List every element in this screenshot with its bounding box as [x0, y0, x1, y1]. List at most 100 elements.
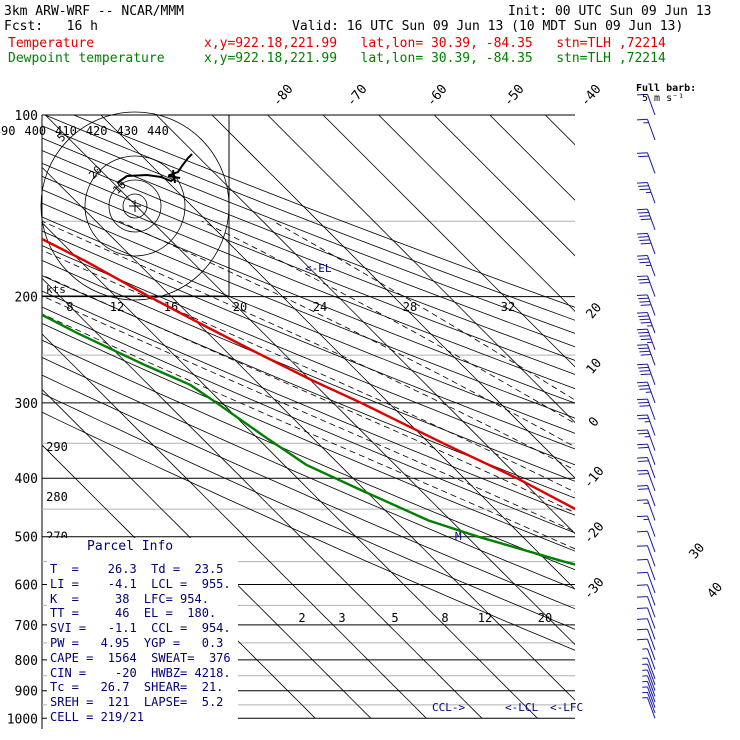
- wind-barb-staff: [647, 686, 656, 708]
- wind-barb: [637, 618, 656, 640]
- wind-barb-staff: [647, 628, 656, 650]
- model-title: 3km ARW-WRF -- NCAR/MMM: [4, 4, 185, 19]
- wind-barb-feather: [637, 363, 648, 366]
- wind-barb: [642, 691, 656, 714]
- moist-adiabat-line: [42, 313, 575, 550]
- wind-barb: [637, 628, 656, 650]
- wind-barb-staff: [647, 312, 656, 334]
- wind-barb-feather: [637, 515, 648, 518]
- wind-barb-staff: [647, 429, 656, 451]
- wind-barb-staff: [647, 94, 656, 116]
- barb-key-title: Full barb:: [636, 83, 697, 94]
- wind-barb-feather: [638, 297, 649, 300]
- wind-barb-staff: [647, 328, 656, 350]
- wind-barb-staff: [647, 363, 656, 385]
- isotherm-label: -70: [344, 82, 371, 110]
- wind-barb-feather: [639, 300, 650, 303]
- pressure-tick-label: 700: [15, 619, 38, 634]
- wind-barb-feather: [637, 398, 648, 401]
- dry-adiabat-line: [42, 275, 575, 499]
- wind-barb-feather: [638, 155, 649, 158]
- theta-label: 410: [55, 124, 77, 138]
- wind-barb-staff: [647, 618, 656, 640]
- wind-barb-feather: [639, 318, 650, 321]
- barb-key-unit: 5 m s⁻¹: [642, 93, 685, 104]
- wind-barb: [642, 657, 656, 679]
- moist-adiabat-line: [201, 220, 575, 424]
- wind-barb-feather: [637, 484, 648, 487]
- temperature-line: [42, 237, 575, 511]
- wind-barb-feather: [640, 218, 652, 221]
- temperature-location: x,y=922.18,221.99 lat,lon= 30.39, -84.35…: [204, 36, 666, 51]
- wind-barb-staff: [647, 208, 656, 230]
- pressure-tick-label: 800: [15, 654, 38, 669]
- sounding-series: [42, 237, 575, 566]
- wind-barb-feather: [637, 499, 648, 501]
- parcel-row: PW = 4.95 YGP = 0.3: [50, 636, 224, 650]
- wind-barb: [637, 312, 656, 334]
- wind-barb-staff: [647, 669, 656, 691]
- wind-barb-staff: [647, 515, 656, 537]
- parcel-row: CELL = 219/21: [50, 710, 144, 724]
- isotherm-line: [545, 115, 575, 146]
- wind-barb: [642, 675, 656, 697]
- moist-adiabat-line: [42, 295, 575, 533]
- wind-barb: [642, 686, 656, 708]
- annotation-label: M: [455, 530, 462, 543]
- isotherm-label: -40: [578, 82, 605, 110]
- wind-barb: [637, 208, 656, 230]
- theta-label: 430: [116, 124, 138, 138]
- wind-barb: [637, 443, 656, 465]
- wind-barb-feather: [637, 443, 648, 446]
- dry-adiabat-line: [42, 202, 575, 419]
- wind-barb: [642, 680, 656, 703]
- dry-adiabat-line: [42, 306, 575, 534]
- wind-barb: [637, 607, 656, 629]
- dry-adiabat-line: [42, 392, 575, 630]
- isotherm-line: [42, 222, 538, 719]
- wind-barb: [637, 499, 656, 521]
- wind-barb-feather: [637, 584, 648, 586]
- wind-barb: [637, 181, 656, 204]
- parcel-row: T = 26.3 Td = 23.5: [50, 562, 224, 576]
- dry-adiabat-line: [42, 411, 575, 651]
- wind-barb-staff: [647, 681, 656, 703]
- wind-barb-feather: [637, 344, 648, 346]
- pressure-tick-label: 900: [15, 685, 38, 700]
- wind-barb-feather: [638, 347, 649, 350]
- wind-barb: [637, 584, 656, 606]
- wind-barb: [637, 381, 656, 404]
- wind-barb: [637, 457, 656, 479]
- dry-adiabat-line: [42, 216, 575, 434]
- wind-barb: [637, 515, 656, 537]
- wind-barb-feather: [639, 350, 650, 353]
- wind-barb-staff: [647, 152, 656, 174]
- dry-adiabat-line: [42, 189, 575, 404]
- wind-barb-staff: [647, 657, 656, 679]
- wind-barb: [637, 638, 656, 661]
- isotherm-label: 10: [584, 356, 606, 378]
- wind-barb-feather: [640, 304, 652, 306]
- dry-adiabat-line: [42, 162, 575, 375]
- wind-barb: [637, 232, 656, 255]
- dewpoint-line: [42, 313, 575, 566]
- hodograph-ring: [40, 111, 230, 301]
- wind-barb: [642, 663, 656, 685]
- wind-barb-feather: [639, 239, 650, 242]
- wind-barb: [637, 152, 656, 174]
- parcel-info-panel: Parcel Info T = 26.3 Td = 23.5 LI = -4.1…: [47, 538, 238, 730]
- isotherm-line: [322, 115, 575, 368]
- wind-barb-feather: [637, 469, 648, 472]
- mixing-ratio-label: 12: [478, 611, 492, 625]
- isotherm-label: -60: [424, 82, 451, 110]
- dry-adiabat-line: [42, 322, 575, 552]
- wind-barb-feather: [637, 558, 648, 561]
- wind-barb: [637, 545, 656, 567]
- wind-barb-staff: [647, 233, 656, 255]
- wind-barb-staff: [647, 344, 656, 366]
- isotherm-label: 30: [687, 541, 709, 563]
- dry-adiabat-line: [42, 290, 575, 516]
- wind-barb-staff: [647, 648, 656, 670]
- wind-barb-staff: [647, 470, 656, 492]
- isotherm-label: -50: [501, 82, 528, 110]
